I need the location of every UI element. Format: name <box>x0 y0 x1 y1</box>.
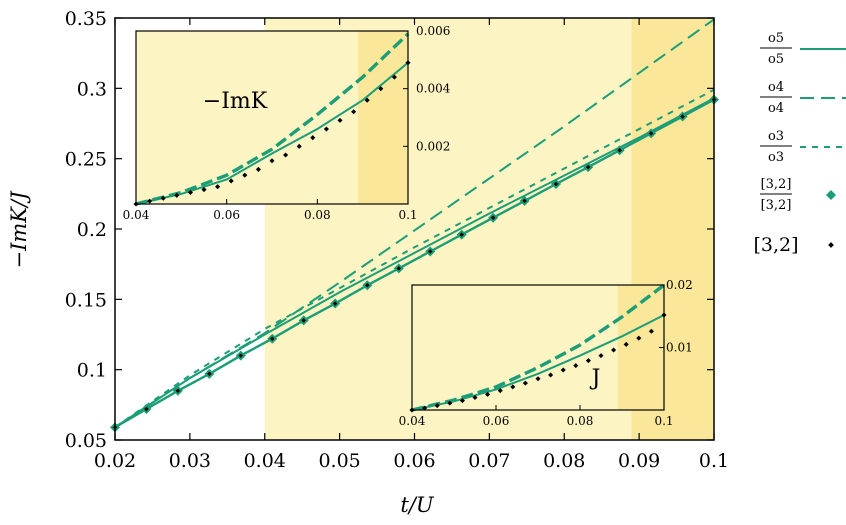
x-tick-label: 0.02 <box>94 450 136 472</box>
inset-dot-marker <box>560 367 566 373</box>
legend-label-numerator: o3 <box>768 129 784 144</box>
legend-label-denominator: o4 <box>768 101 784 116</box>
inset-dot-marker <box>310 135 316 141</box>
dot-marker <box>332 301 338 306</box>
legend-dot-marker <box>828 242 834 248</box>
series-line-3 <box>114 88 715 429</box>
inset-dot-marker <box>215 184 221 190</box>
legend: o5 o5 o4 o4 o3 o3 [3,2] [3,2] [3,2] <box>753 31 846 256</box>
inset-dot-marker <box>459 398 465 404</box>
dot-marker <box>269 336 275 341</box>
inset-dot-marker <box>174 192 180 198</box>
inset-dashed-line <box>135 32 410 206</box>
inset-x-tick-label: 0.08 <box>304 208 331 222</box>
dot-marker <box>301 318 306 323</box>
inset-label: J <box>590 366 601 391</box>
inset-dot-marker <box>242 172 248 178</box>
inset-x-tick-label: 0.1 <box>398 208 417 222</box>
x-tick-label: 0.03 <box>169 450 211 472</box>
inset-y-tick-label: 0.002 <box>416 139 450 153</box>
legend-label-denominator: o3 <box>768 150 784 165</box>
y-tick-label: 0.15 <box>65 289 107 311</box>
inset-dot-marker <box>323 126 329 132</box>
dot-marker <box>207 371 212 377</box>
x-axis-title: t/U <box>400 493 435 517</box>
x-tick-label: 0.04 <box>244 450 286 472</box>
legend-label-denominator: [3,2] <box>761 198 792 213</box>
y-tick-label: 0.35 <box>65 8 107 30</box>
inset-dot-marker <box>296 143 302 149</box>
y-tick-label: 0.3 <box>77 78 107 100</box>
inset-y-tick-label: 0.02 <box>666 278 693 292</box>
x-tick-label: 0.09 <box>618 450 660 472</box>
inset-dot-marker <box>510 384 516 390</box>
inset-dot-marker <box>447 400 453 406</box>
series-line-2 <box>114 18 715 429</box>
y-axis-title: −ImK/J <box>7 190 31 269</box>
legend-diamond-marker <box>826 190 836 200</box>
inset-bottom-right: 0.04 0.06 0.08 0.1 0.01 0.02 J <box>399 278 693 428</box>
x-tick-label: 0.1 <box>699 450 729 472</box>
inset-dot-marker <box>364 97 370 103</box>
inset-x-tick-label: 0.04 <box>123 208 150 222</box>
inset-y-tick-label: 0.01 <box>666 341 693 355</box>
legend-label-numerator: o4 <box>768 80 784 95</box>
inset-dot-marker <box>351 109 357 115</box>
inset-dot-marker <box>147 198 153 204</box>
inset-dot-marker <box>636 335 642 341</box>
inset-dashed-line <box>411 283 666 412</box>
inset-label: −ImK <box>203 89 268 114</box>
x-tick-label: 0.06 <box>393 450 435 472</box>
inset-x-tick-label: 0.08 <box>567 414 594 428</box>
inset-dot-marker <box>485 391 491 397</box>
inset-dot-marker <box>497 388 503 394</box>
legend-label-denominator: o5 <box>768 52 784 67</box>
series-line-markers <box>114 98 715 429</box>
inset-y-tick-label: 0.006 <box>416 24 450 38</box>
dot-marker <box>459 232 464 237</box>
x-tick-label: 0.07 <box>468 450 510 472</box>
dot-marker <box>396 266 402 271</box>
inset-dot-marker <box>160 195 166 201</box>
inset-dot-marker <box>535 376 541 382</box>
inset-dot-marker <box>611 347 617 353</box>
inset-dot-marker <box>548 372 554 378</box>
inset-dot-marker <box>598 353 604 359</box>
inset-frame <box>135 30 409 205</box>
inset-dot-marker <box>269 158 275 164</box>
inset-x-tick-label: 0.06 <box>483 414 510 428</box>
inset-solid-line <box>135 61 409 205</box>
dot-marker <box>365 283 370 288</box>
y-tick-label: 0.1 <box>77 360 107 382</box>
inset-x-tick-label: 0.06 <box>213 208 240 222</box>
inset-dot-marker <box>573 363 579 369</box>
inset-dot-marker <box>228 178 234 184</box>
y-tick-label: 0.25 <box>65 149 107 171</box>
inset-dot-marker <box>472 394 478 401</box>
inset-x-tick-label: 0.1 <box>654 414 673 428</box>
inset-x-tick-label: 0.04 <box>399 414 426 428</box>
inset-dot-marker <box>623 341 629 347</box>
x-tick-label: 0.05 <box>318 450 360 472</box>
y-tick-label: 0.05 <box>65 430 107 452</box>
dot-marker <box>175 388 181 394</box>
inset-dot-marker <box>434 403 440 409</box>
inset-dot-marker <box>422 405 428 411</box>
legend-label-numerator: [3,2] <box>761 177 792 192</box>
inset-dot-marker <box>201 187 207 193</box>
y-tick-label: 0.2 <box>77 219 107 241</box>
inset-y-tick-label: 0.004 <box>416 82 451 96</box>
inset-shaded-region <box>617 285 664 410</box>
inset-top-left: 0.04 0.06 0.08 0.1 0.002 0.004 0.006 −ImK <box>123 24 451 222</box>
legend-label-dot: [3,2] <box>753 234 798 256</box>
legend-label-numerator: o5 <box>768 31 784 46</box>
x-tick-label: 0.08 <box>543 450 585 472</box>
